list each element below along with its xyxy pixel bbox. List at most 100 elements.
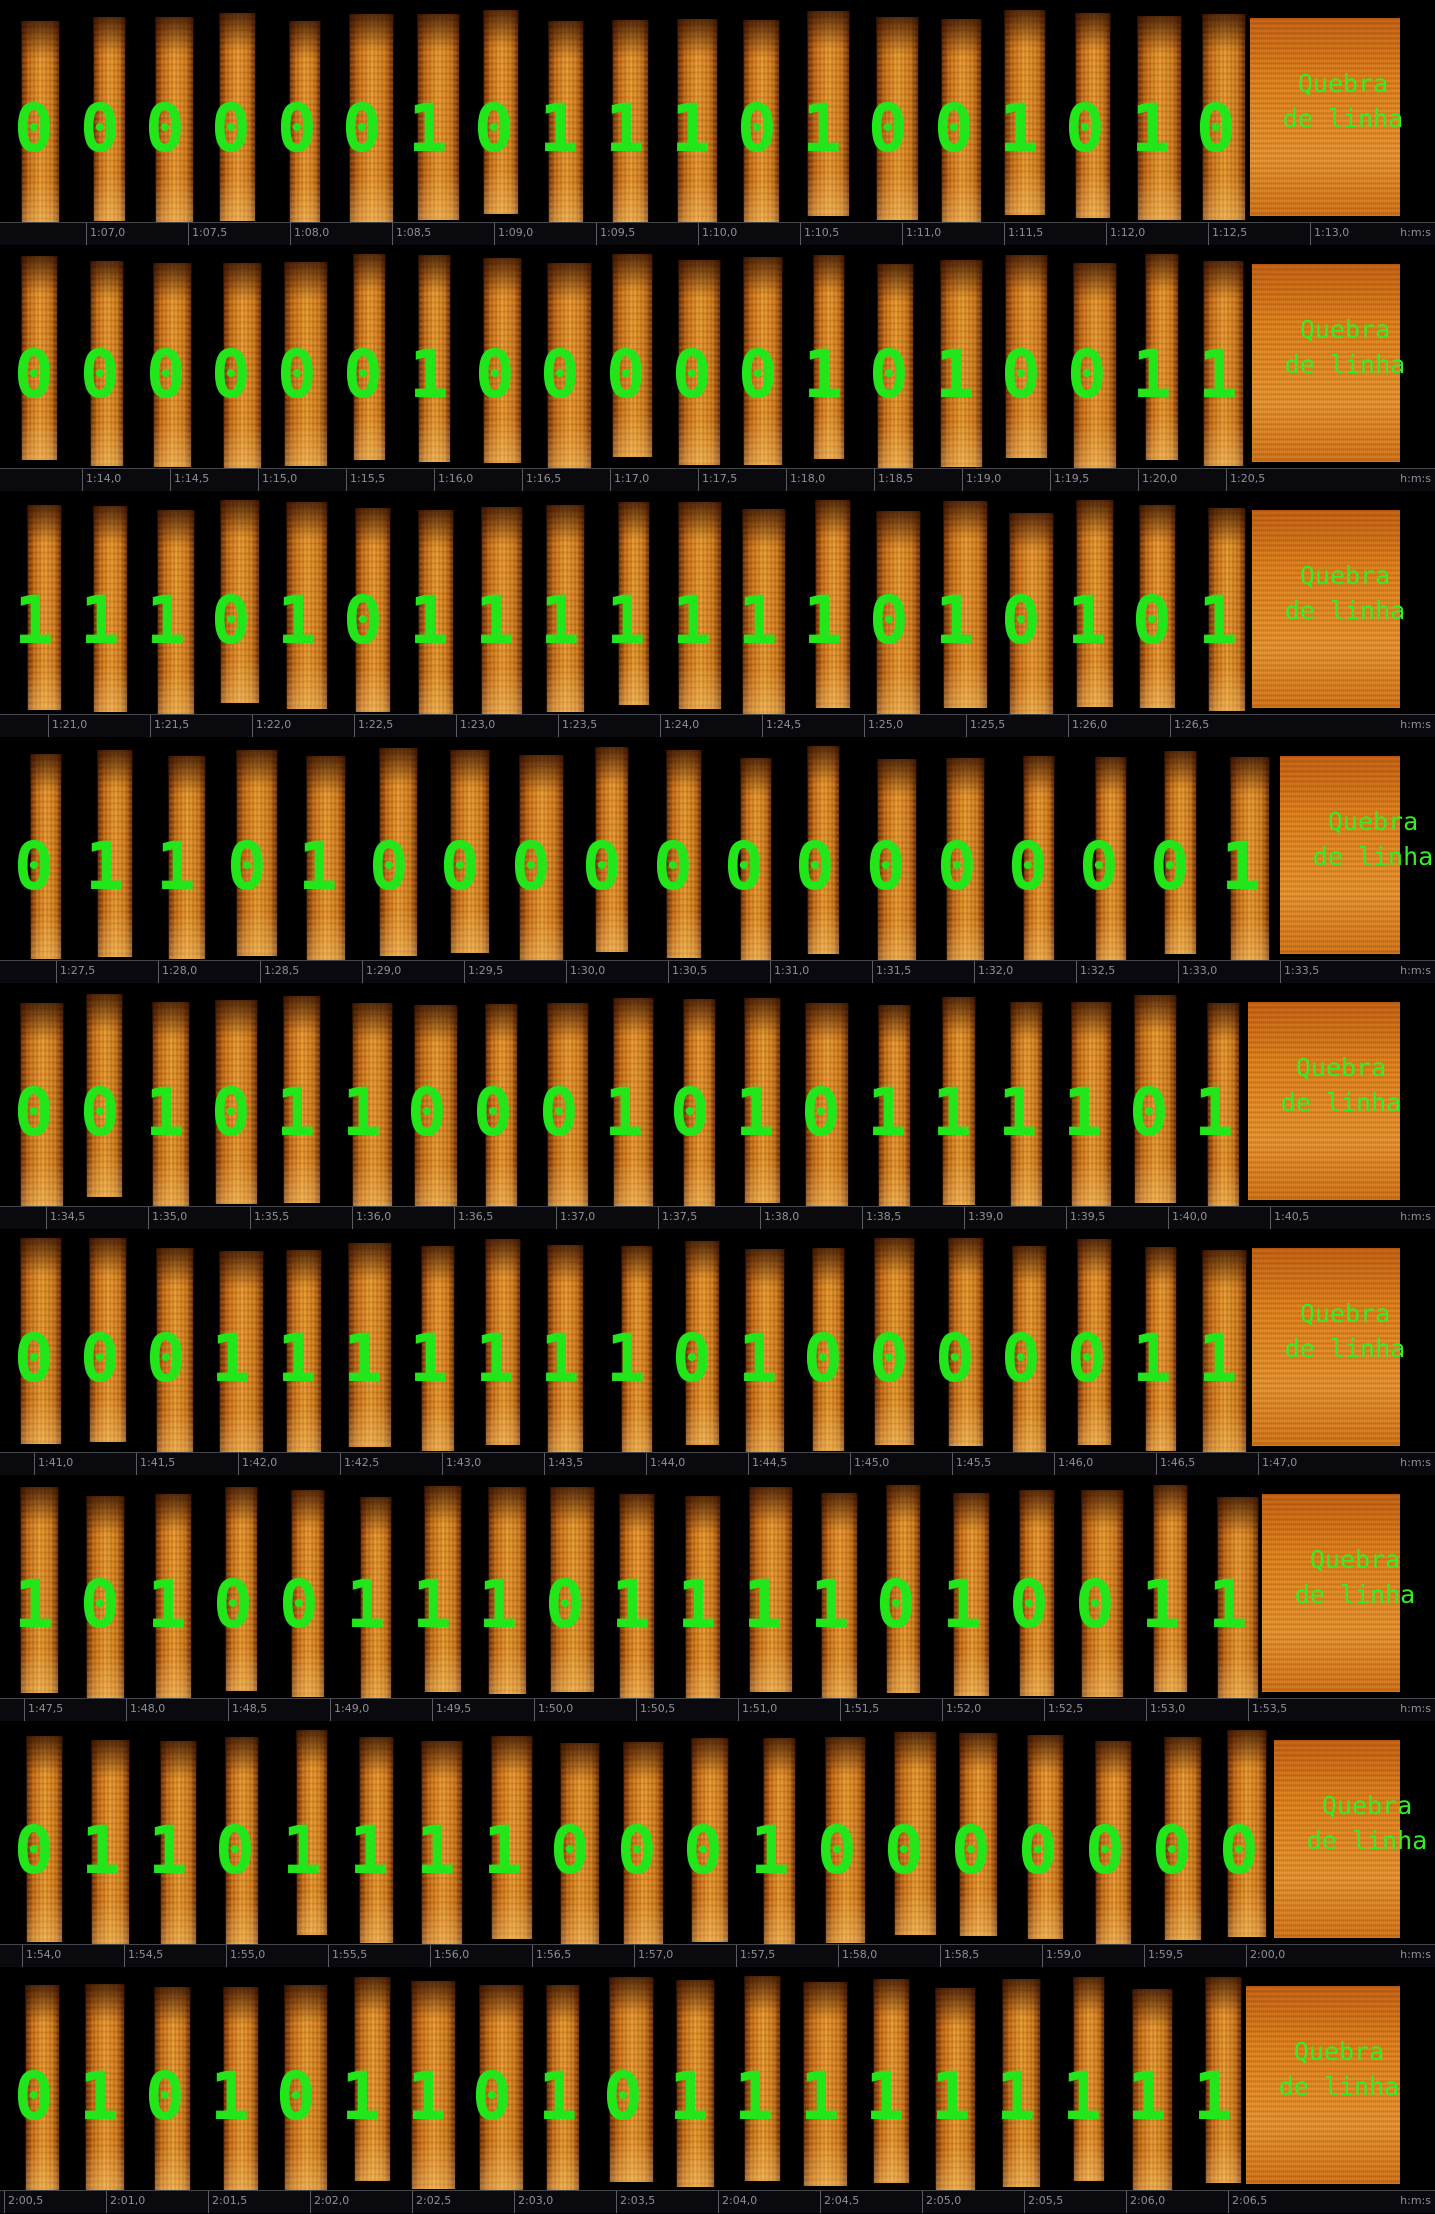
time-axis[interactable]: 1:27,5 1:28,0 1:28,5 1:29,0 1:29,5 1:30,0 1:30…: [0, 960, 1435, 983]
time-tick: 1:48,5: [228, 1699, 267, 1721]
time-axis[interactable]: 1:34,5 1:35,0 1:35,5 1:36,0 1:36,5 1:37,0 1:37…: [0, 1206, 1435, 1229]
time-axis[interactable]: 2:00,5 2:01,0 2:01,5 2:02,0 2:02,5 2:03,0 2:03…: [0, 2190, 1435, 2213]
time-tick: 1:56,5: [532, 1945, 571, 1967]
tone-burst: [1202, 1250, 1247, 1455]
time-axis[interactable]: 1:54,0 1:54,5 1:55,0 1:55,5 1:56,0 1:56,5 1:57…: [0, 1944, 1435, 1967]
bit-digit: 1: [669, 2058, 711, 2135]
time-tick: 1:28,0: [158, 961, 197, 983]
bit-digit: 1: [408, 90, 450, 167]
tone-burst: [547, 1003, 589, 1207]
tone-burst: [93, 17, 126, 221]
tone-burst: [215, 1000, 258, 1204]
bit-digit: 0: [951, 1812, 993, 1889]
tone-burst: [225, 1487, 258, 1691]
tone-burst: [421, 1741, 463, 1949]
bit-digit: 0: [277, 336, 319, 413]
tone-burst: [283, 996, 321, 1204]
bit-digit: 1: [1127, 2058, 1169, 2135]
bit-digit: 0: [795, 828, 837, 905]
tone-burst: [807, 746, 840, 954]
bit-digit: 0: [14, 2058, 56, 2135]
line-break-label-line-2: de linha: [1280, 1088, 1402, 1117]
bit-digit: 1: [738, 1320, 780, 1397]
time-axis[interactable]: 1:47,5 1:48,0 1:48,5 1:49,0 1:49,5 1:50,0 1:50…: [0, 1698, 1435, 1721]
time-tick: 1:08,0: [290, 223, 329, 245]
time-axis[interactable]: 1:14,0 1:14,5 1:15,0 1:15,5 1:16,0 1:16,5 1:17…: [0, 468, 1435, 491]
bit-digit: 0: [884, 1812, 926, 1889]
spectrogram-area: 0 0 0 0 0 0 1 0 0 0 0 0 1 0 1 0 0 1 1 Quebra de linha: [0, 246, 1435, 471]
tone-burst: [421, 1246, 455, 1451]
tone-burst: [1164, 1737, 1202, 1941]
bit-digit: 1: [346, 1566, 388, 1643]
bit-digit: 1: [1208, 1566, 1250, 1643]
time-tick: 1:09,5: [596, 223, 635, 245]
bit-digit: 0: [80, 90, 122, 167]
bit-digit: 0: [227, 828, 269, 905]
tone-burst: [86, 994, 123, 1198]
time-tick: 1:10,5: [800, 223, 839, 245]
tone-burst: [959, 1733, 998, 1937]
bit-digit: 0: [866, 828, 908, 905]
bit-digit: 1: [865, 2058, 907, 2135]
line-break-label-line-1: Quebra: [1293, 2037, 1385, 2066]
time-tick: 1:43,5: [544, 1453, 583, 1475]
tone-burst: [20, 1487, 59, 1694]
tone-burst: [876, 511, 921, 716]
tone-burst: [743, 20, 780, 225]
bit-digit: 1: [735, 1074, 777, 1151]
time-tick: 1:38,5: [862, 1207, 901, 1229]
tone-burst: [1023, 756, 1055, 964]
tone-burst: [355, 508, 391, 712]
tone-burst: [90, 261, 124, 466]
tone-burst: [349, 14, 394, 222]
time-tick: 1:57,5: [736, 1945, 775, 1967]
line-break-label: Quebra de linha: [1254, 2034, 1424, 2104]
tone-burst: [223, 1987, 259, 2192]
time-tick: 1:50,0: [534, 1699, 573, 1721]
tone-burst: [877, 759, 917, 966]
tone-burst: [613, 998, 654, 1206]
bit-digit: 1: [1062, 2058, 1104, 2135]
tone-burst: [1217, 1497, 1259, 1701]
tone-burst: [306, 756, 346, 960]
tone-burst: [450, 750, 490, 954]
time-tick: 1:20,0: [1138, 469, 1177, 491]
tone-burst: [30, 754, 62, 959]
bit-digit: 1: [540, 582, 582, 659]
time-axis[interactable]: 1:07,0 1:07,5 1:08,0 1:08,5 1:09,0 1:09,5 1:10…: [0, 222, 1435, 245]
tone-burst: [359, 1737, 394, 1944]
line-break-label-line-2: de linha: [1282, 104, 1404, 133]
tone-burst: [1137, 16, 1182, 220]
bit-digit: 1: [409, 582, 451, 659]
time-tick: 1:30,5: [668, 961, 707, 983]
bit-digit: 1: [1221, 828, 1263, 905]
bit-digit: 1: [800, 2058, 842, 2135]
spectrogram-panel-1: 0 0 0 0 0 0 1 0 1 1 1 0 1 0 0 1 0 1 0 Quebra de linha 1:07,0 1…: [0, 0, 1435, 246]
tone-burst: [1164, 751, 1197, 955]
tone-burst: [21, 256, 58, 460]
time-axis[interactable]: 1:41,0 1:41,5 1:42,0 1:42,5 1:43,0 1:43,5 1:44…: [0, 1452, 1435, 1475]
time-axis[interactable]: 1:21,0 1:21,5 1:22,0 1:22,5 1:23,0 1:23,5 1:24…: [0, 714, 1435, 737]
spectrogram-area: 0 1 1 0 1 1 1 1 0 0 0 1 0 0 0 0 0 0 0 Quebra de linha: [0, 1722, 1435, 1949]
bit-digit: 1: [810, 1566, 852, 1643]
time-tick: 1:46,5: [1156, 1453, 1195, 1475]
time-tick: 1:32,5: [1076, 961, 1115, 983]
bit-digit: 1: [734, 2058, 776, 2135]
tone-burst: [291, 1490, 325, 1698]
bit-digit: 1: [349, 1812, 391, 1889]
bit-digit: 0: [277, 90, 319, 167]
bit-digit: 1: [999, 90, 1041, 167]
line-break-label: Quebra de linha: [1256, 1050, 1426, 1120]
spectrogram-area: 0 0 0 0 0 0 1 0 1 1 1 0 1 0 0 1 0 1 0 Quebra de linha: [0, 0, 1435, 229]
time-tick: 1:09,0: [494, 223, 533, 245]
bit-digit: 1: [475, 582, 517, 659]
time-tick: 2:02,0: [310, 2191, 349, 2213]
tone-burst: [91, 1740, 130, 1947]
spectrogram-area: 0 1 0 1 0 1 1 0 1 0 1 1 1 1 1 1 1 1 1 Quebra de linha: [0, 1968, 1435, 2196]
tone-burst: [414, 1005, 458, 1209]
tone-burst: [93, 506, 128, 713]
line-break-label: Quebra de linha: [1288, 804, 1435, 874]
